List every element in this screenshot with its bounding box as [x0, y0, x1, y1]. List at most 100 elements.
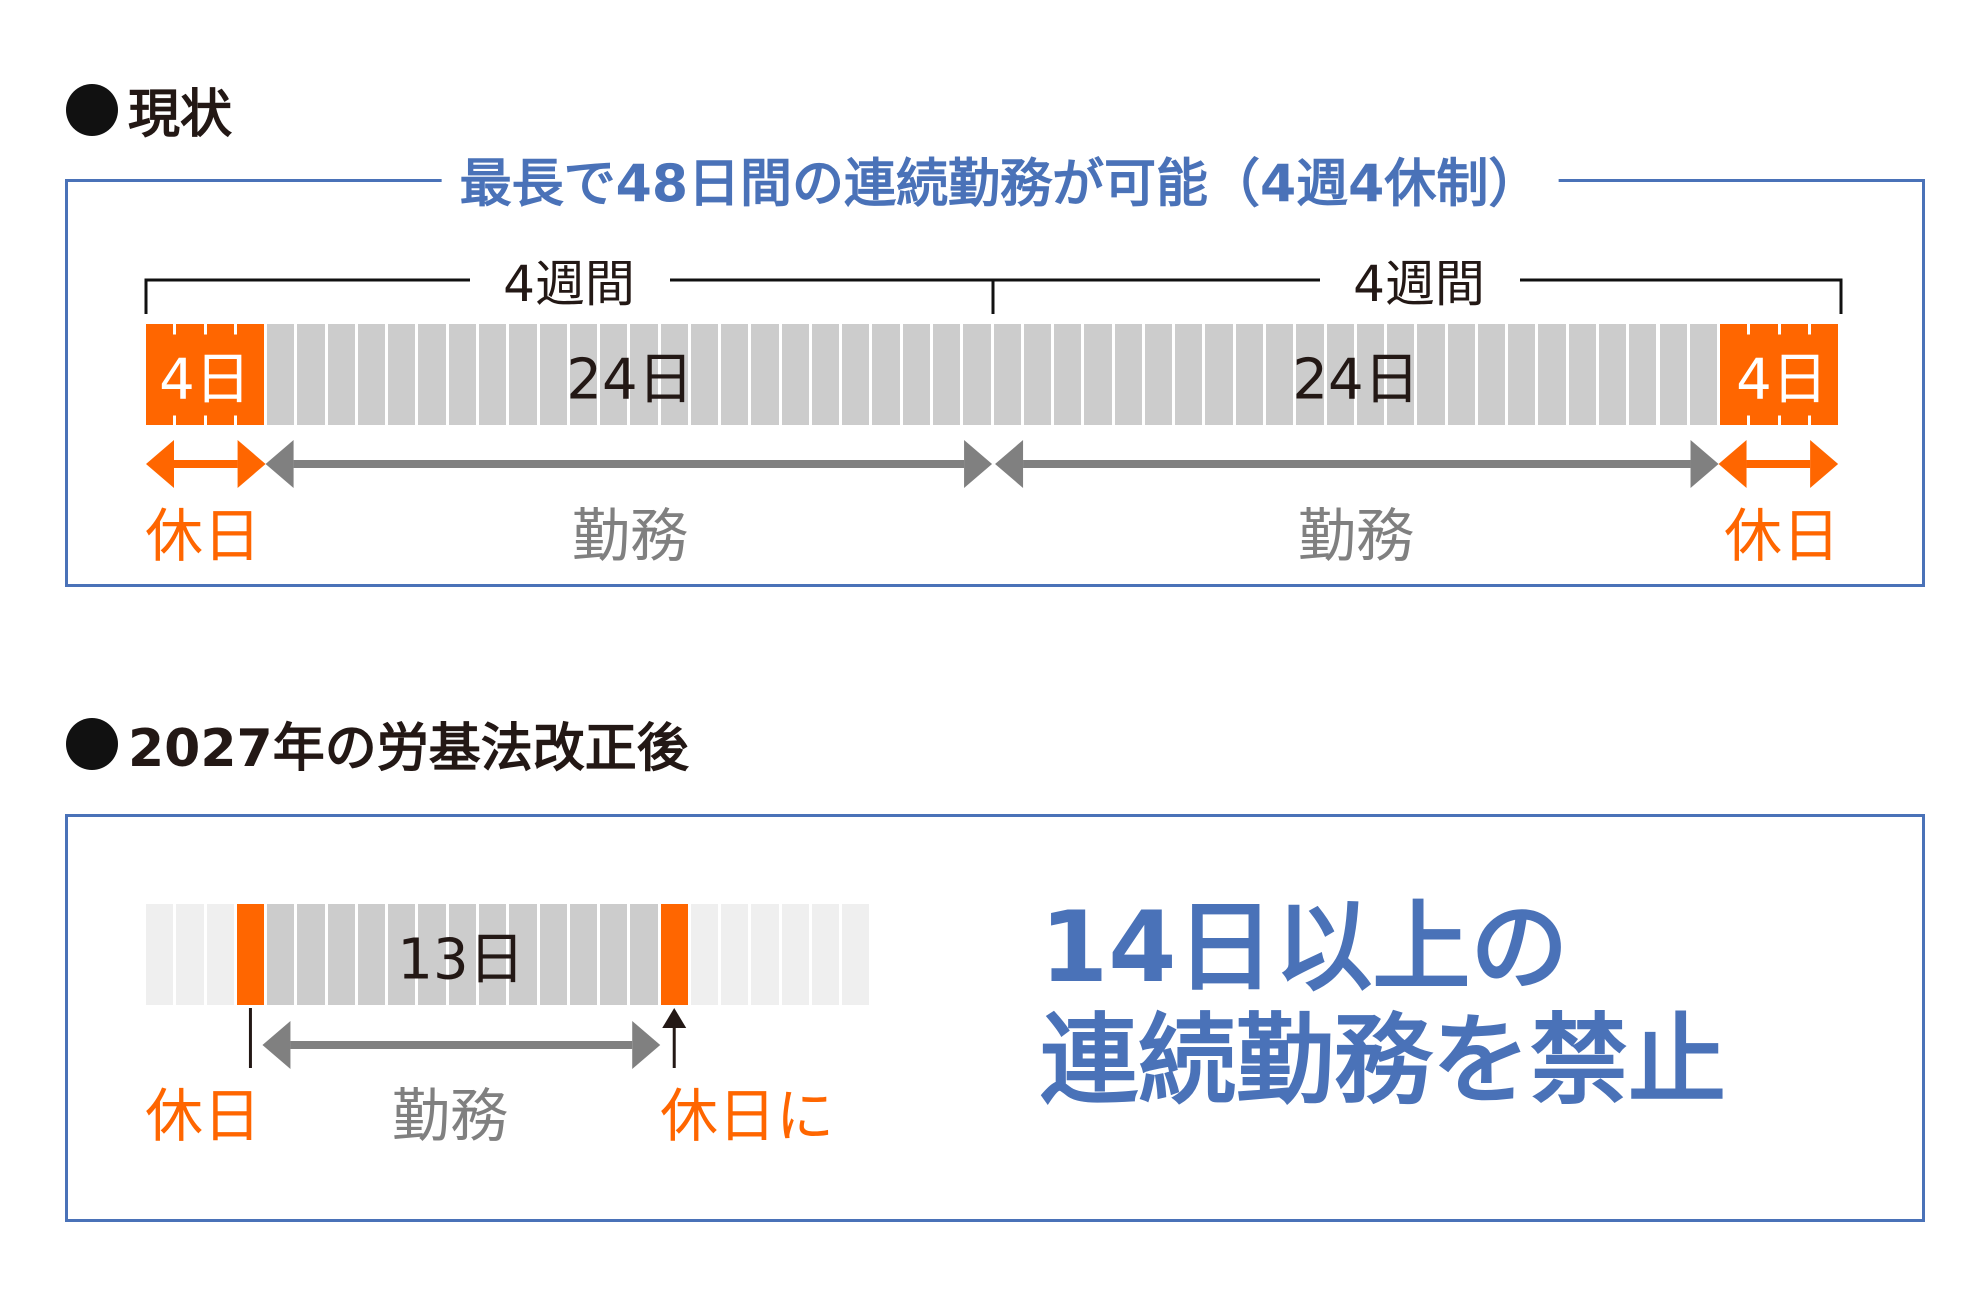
- work-cell: [660, 324, 688, 425]
- work-cell: [1417, 324, 1445, 425]
- work-cell: [842, 324, 870, 425]
- holiday-arrow-start-head-right: [237, 440, 266, 488]
- work-cell: [933, 324, 961, 425]
- arrow-up-icon: [662, 1008, 687, 1028]
- work-cell: [388, 324, 416, 425]
- work-cell: [690, 324, 719, 425]
- work-cell: [1235, 324, 1263, 425]
- inactive-cell: [751, 904, 779, 1005]
- work-cell: [478, 904, 507, 1005]
- work-cell: [600, 904, 628, 1005]
- work-cell: [418, 324, 446, 425]
- work-cell: [1114, 324, 1142, 425]
- work-arrow-2-head-right: [1690, 440, 1719, 488]
- inactive-cell: [206, 904, 234, 1005]
- work-cell: [1538, 324, 1566, 425]
- work-arrow-1-head-left: [265, 440, 294, 488]
- bullet-icon: [66, 717, 118, 770]
- work-cell: [569, 324, 598, 425]
- work-cell: [721, 324, 749, 425]
- work-cell: [1023, 324, 1052, 425]
- work-cell: [811, 324, 840, 425]
- work-cell: [781, 324, 809, 425]
- work-cell: [1084, 324, 1112, 425]
- holiday-arrow-start-head-left: [146, 440, 174, 488]
- work-cell: [418, 904, 446, 1005]
- work-cell: [630, 324, 658, 425]
- work-cell: [509, 904, 537, 1005]
- work-cell: [388, 904, 416, 1005]
- work-cell: [569, 904, 598, 1005]
- work-count-after: 13日: [397, 927, 525, 993]
- work-cell: [1054, 324, 1082, 425]
- work-label-after: 勤務: [391, 1082, 509, 1150]
- holiday-cell: [236, 904, 265, 1005]
- inactive-cell: [811, 904, 840, 1005]
- holiday-to-label: 休日に: [659, 1082, 835, 1150]
- bullet-icon: [66, 83, 118, 136]
- inactive-cell: [721, 904, 749, 1005]
- work-cell: [1205, 324, 1233, 425]
- work-cell: [1568, 324, 1596, 425]
- week-label-1: 4週間: [503, 255, 635, 313]
- work-cell: [1326, 324, 1354, 425]
- week-bracket: [144, 278, 1843, 314]
- headline-line-2: 連続勤務を禁止: [1040, 1003, 1727, 1118]
- work-cell: [1659, 324, 1687, 425]
- headline-line-1: 14日以上の: [1040, 891, 1569, 1005]
- work-cell: [357, 904, 386, 1005]
- work-cell: [297, 904, 325, 1005]
- week-label-2: 4週間: [1353, 255, 1485, 313]
- work-arrow-2-head-left: [995, 440, 1024, 488]
- work-cell: [297, 324, 325, 425]
- after-box: [65, 814, 1925, 1222]
- section-title-current: 現状: [66, 72, 232, 147]
- holiday-label-after: 休日: [144, 1082, 262, 1150]
- holiday-label-end: 休日: [1723, 502, 1841, 570]
- work-cell: [1175, 324, 1203, 425]
- work-count-1: 24日: [566, 347, 694, 413]
- headline: 14日以上の 連続勤務を禁止: [1040, 892, 1726, 1117]
- work-cell: [1598, 324, 1627, 425]
- work-cell: [1296, 324, 1324, 425]
- work-cell: [1629, 324, 1657, 425]
- work-cell: [751, 324, 779, 425]
- work-cell: [1689, 324, 1718, 425]
- work-cell: [600, 324, 628, 425]
- inactive-cell: [690, 904, 719, 1005]
- work-cell: [1447, 324, 1475, 425]
- work-arrow-1-head-right: [964, 440, 993, 488]
- work-cell: [1144, 324, 1173, 425]
- work-arrow-after-head-left: [262, 1021, 291, 1069]
- inactive-cell: [781, 904, 809, 1005]
- holiday-count-end: 4日: [1734, 334, 1830, 416]
- inactive-cell: [176, 904, 204, 1005]
- work-cell: [993, 324, 1021, 425]
- work-label-1: 勤務: [571, 502, 689, 570]
- holiday-arrow-end-head-left: [1718, 440, 1747, 488]
- work-cell: [478, 324, 507, 425]
- work-cell: [630, 904, 658, 1005]
- work-cell: [1356, 324, 1385, 425]
- work-cell: [1508, 324, 1536, 425]
- work-cell: [327, 324, 355, 425]
- work-cell: [1477, 324, 1506, 425]
- work-cell: [448, 904, 476, 1005]
- holiday-count-start: 4日: [157, 334, 253, 416]
- section-title-text: 現状: [128, 85, 233, 145]
- current-box-title: 最長で48日間の連続勤務が可能（4週4休制）: [441, 141, 1559, 217]
- inactive-cell: [146, 904, 174, 1005]
- work-cell: [902, 324, 931, 425]
- work-cell: [539, 324, 567, 425]
- work-cell: [872, 324, 900, 425]
- section-title-after: 2027年の労基法改正後: [66, 706, 689, 781]
- work-count-2: 24日: [1292, 347, 1420, 413]
- section-title-text: 2027年の労基法改正後: [128, 719, 689, 779]
- work-cell: [509, 324, 537, 425]
- inactive-cell: [842, 904, 870, 1005]
- work-cell: [963, 324, 991, 425]
- holiday-arrow-end-head-right: [1810, 440, 1839, 488]
- work-cell: [1387, 324, 1415, 425]
- work-cell: [539, 904, 567, 1005]
